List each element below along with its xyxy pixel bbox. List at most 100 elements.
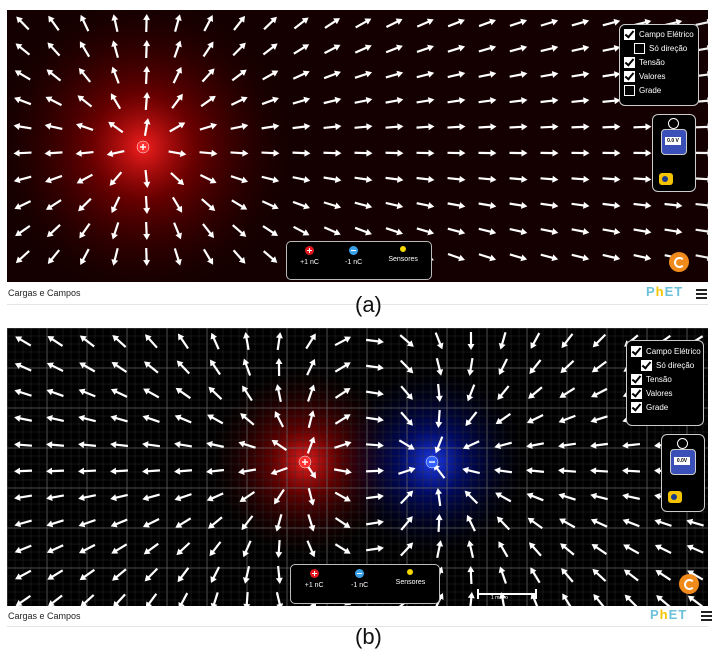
- sensors-source[interactable]: Sensores: [388, 246, 418, 263]
- phet-logo[interactable]: PhET: [650, 607, 688, 622]
- checkbox-icon[interactable]: [631, 401, 642, 413]
- checkbox-icon[interactable]: [624, 56, 635, 68]
- field-arrow: [14, 544, 32, 554]
- divider: [7, 304, 708, 305]
- phet-logo[interactable]: PhET: [646, 284, 684, 299]
- reset-all-button[interactable]: [679, 574, 699, 594]
- checkbox-icon[interactable]: [634, 42, 645, 54]
- field-arrow: [46, 519, 64, 528]
- checkbox-values[interactable]: Valores: [624, 69, 698, 83]
- sim-panel-a[interactable]: Campo Elétrico Só direção Tensão Valores…: [7, 10, 708, 282]
- field-arrow: [633, 201, 652, 209]
- checkbox-icon[interactable]: [631, 387, 642, 399]
- positive-charge-icon[interactable]: [309, 569, 319, 578]
- field-arrow: [695, 201, 708, 209]
- checkbox-direction-only[interactable]: Só direção: [631, 358, 703, 372]
- hamburger-menu-icon[interactable]: [701, 611, 712, 623]
- field-arrow: [664, 228, 683, 235]
- checkbox-icon[interactable]: [624, 70, 635, 82]
- tape-measure-icon[interactable]: [659, 173, 673, 185]
- field-arrow: [79, 335, 95, 348]
- checkbox-electric-field[interactable]: Campo Elétrico: [631, 344, 703, 358]
- reset-all-button[interactable]: [669, 252, 689, 272]
- field-arrow: [399, 334, 414, 347]
- positive-charge-icon[interactable]: [305, 246, 314, 255]
- positive-charge-source[interactable]: +1 nC: [305, 569, 324, 589]
- positive-charge[interactable]: [136, 140, 150, 154]
- negative-charge-source[interactable]: -1 nC: [351, 569, 368, 589]
- field-arrow: [365, 363, 384, 371]
- field-arrow: [232, 42, 246, 57]
- field-arrow: [571, 18, 590, 27]
- field-arrow: [478, 70, 497, 78]
- checkbox-icon[interactable]: [631, 373, 642, 385]
- field-arrow: [435, 409, 443, 428]
- field-arrow: [334, 491, 351, 502]
- negative-charge[interactable]: [425, 455, 439, 469]
- checkbox-icon[interactable]: [631, 345, 642, 357]
- field-arrow: [307, 410, 316, 428]
- sensor-icon[interactable]: [400, 246, 407, 252]
- checkbox-direction-only[interactable]: Só direção: [624, 41, 698, 55]
- field-arrow: [231, 69, 247, 82]
- voltmeter[interactable]: 0.0 V: [661, 129, 687, 155]
- field-arrow: [111, 14, 119, 33]
- electric-field-canvas[interactable]: [7, 328, 708, 606]
- field-arrow: [465, 411, 478, 427]
- positive-charge[interactable]: [298, 455, 312, 469]
- field-arrow: [176, 542, 191, 556]
- measuring-scale[interactable]: 1 metro: [477, 589, 537, 601]
- field-arrow: [143, 66, 151, 85]
- sensors-source[interactable]: Sensores: [396, 569, 425, 586]
- checkbox-icon[interactable]: [641, 359, 652, 371]
- checkbox-grid[interactable]: Grade: [624, 83, 698, 97]
- field-arrow: [15, 224, 31, 237]
- field-arrow: [14, 494, 33, 501]
- checkbox-voltage[interactable]: Tensão: [624, 55, 698, 69]
- checkbox-voltage[interactable]: Tensão: [631, 372, 703, 386]
- positive-charge-source[interactable]: +1 nC: [300, 246, 319, 266]
- field-arrow: [48, 594, 63, 606]
- field-arrow: [46, 414, 65, 423]
- field-arrow: [602, 253, 621, 262]
- field-arrow: [398, 466, 416, 475]
- field-arrow: [434, 332, 444, 350]
- field-arrow: [44, 149, 63, 157]
- field-arrow: [142, 414, 160, 423]
- field-arrow: [210, 566, 221, 584]
- electric-field-canvas[interactable]: [7, 10, 708, 282]
- negative-charge-source[interactable]: -1 nC: [345, 246, 362, 266]
- field-arrow: [558, 414, 576, 424]
- tape-measure-icon[interactable]: [668, 491, 682, 503]
- field-arrow: [464, 490, 479, 505]
- hamburger-menu-icon[interactable]: [696, 289, 707, 301]
- field-arrow: [143, 195, 151, 214]
- field-arrow: [334, 388, 351, 399]
- field-arrow: [262, 43, 278, 56]
- field-arrow: [462, 466, 481, 475]
- negative-charge-icon[interactable]: [349, 246, 359, 255]
- field-arrow: [571, 253, 590, 262]
- field-arrow: [270, 466, 288, 476]
- field-arrow: [14, 519, 32, 528]
- field-arrow: [478, 18, 496, 28]
- voltmeter[interactable]: 0.0V: [670, 449, 696, 475]
- field-arrow: [172, 66, 182, 84]
- checkbox-electric-field[interactable]: Campo Elétrico: [624, 27, 698, 41]
- checkbox-values[interactable]: Valores: [631, 386, 703, 400]
- checkbox-icon[interactable]: [624, 28, 635, 40]
- field-arrow: [13, 175, 32, 184]
- sim-panel-b[interactable]: Campo Elétrico Só direção Tensão Valores…: [7, 328, 708, 606]
- field-arrow: [16, 16, 30, 31]
- field-arrow: [365, 415, 384, 423]
- field-arrow: [416, 123, 435, 131]
- checkbox-grid[interactable]: Grade: [631, 400, 703, 414]
- negative-charge-icon[interactable]: [355, 569, 365, 578]
- field-arrow: [623, 544, 640, 555]
- checkbox-icon[interactable]: [624, 84, 635, 96]
- field-arrow: [528, 386, 543, 399]
- field-arrow: [687, 570, 704, 581]
- field-arrow: [261, 149, 280, 157]
- field-arrow: [202, 41, 214, 58]
- sensor-icon[interactable]: [407, 569, 414, 575]
